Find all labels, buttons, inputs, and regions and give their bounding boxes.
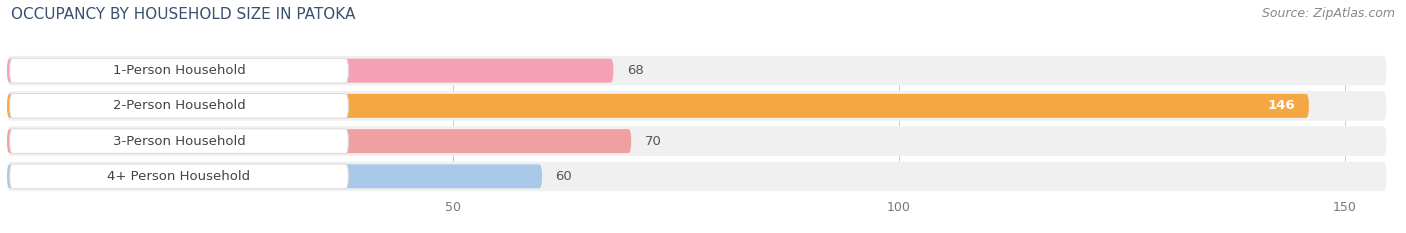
Text: Source: ZipAtlas.com: Source: ZipAtlas.com [1261, 7, 1395, 20]
Text: 60: 60 [555, 170, 572, 183]
FancyBboxPatch shape [7, 126, 1386, 156]
FancyBboxPatch shape [10, 93, 349, 118]
FancyBboxPatch shape [10, 129, 349, 154]
FancyBboxPatch shape [7, 56, 1386, 86]
Text: 1-Person Household: 1-Person Household [112, 64, 246, 77]
Text: 70: 70 [644, 135, 661, 148]
Text: 4+ Person Household: 4+ Person Household [107, 170, 250, 183]
FancyBboxPatch shape [7, 94, 1309, 118]
FancyBboxPatch shape [7, 91, 1386, 121]
Text: 146: 146 [1268, 99, 1295, 112]
FancyBboxPatch shape [7, 161, 1386, 191]
FancyBboxPatch shape [7, 129, 631, 153]
Text: 3-Person Household: 3-Person Household [112, 135, 246, 148]
Text: 68: 68 [627, 64, 644, 77]
Text: 2-Person Household: 2-Person Household [112, 99, 246, 112]
FancyBboxPatch shape [10, 164, 349, 189]
FancyBboxPatch shape [10, 58, 349, 83]
Text: OCCUPANCY BY HOUSEHOLD SIZE IN PATOKA: OCCUPANCY BY HOUSEHOLD SIZE IN PATOKA [11, 7, 356, 22]
FancyBboxPatch shape [7, 164, 543, 188]
FancyBboxPatch shape [7, 59, 613, 83]
